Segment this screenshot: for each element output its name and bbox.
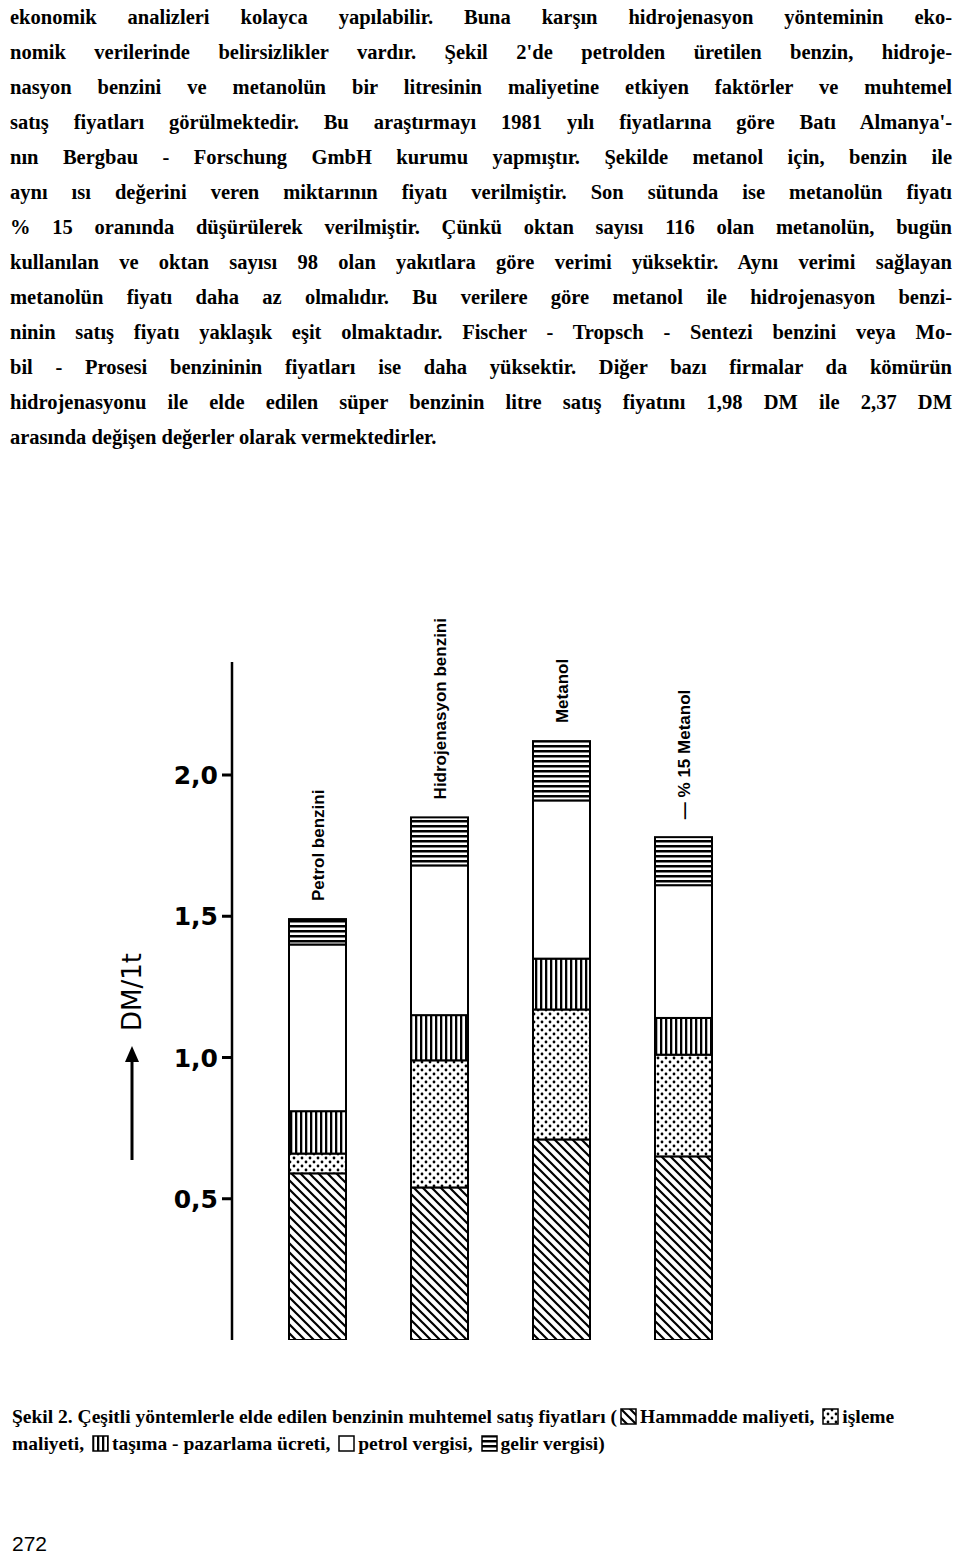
legend-swatch xyxy=(481,1435,498,1452)
bar-segment xyxy=(411,1015,468,1060)
bar-segment xyxy=(289,919,346,944)
separator: , xyxy=(810,1406,820,1427)
text-line: arasında değişen değerler olarak vermekt… xyxy=(10,420,952,455)
legend-swatch xyxy=(338,1435,355,1452)
bar-segment xyxy=(411,865,468,1015)
legend-swatch xyxy=(620,1408,637,1425)
text-line: metanolün fiyatı daha az olmalıdır. Bu v… xyxy=(10,280,952,315)
separator: , xyxy=(79,1433,89,1454)
bar-segment xyxy=(655,837,712,885)
text-line: hidrojenasyonu ile elde edilen süper ben… xyxy=(10,385,952,420)
bar-segment xyxy=(533,1139,590,1340)
text-line: nın Bergbau - Forschung GmbH kurumu yapm… xyxy=(10,140,952,175)
tick-label: 1,5 xyxy=(174,902,218,931)
legend-swatch xyxy=(92,1435,109,1452)
bar-segment xyxy=(289,1111,346,1153)
axis-arrow-head xyxy=(125,1046,139,1062)
legend-label: petrol vergisi xyxy=(358,1433,468,1454)
separator: , xyxy=(468,1433,478,1454)
text-line: nasyon benzini ve metanolün bir litresin… xyxy=(10,70,952,105)
separator: , xyxy=(325,1433,335,1454)
y-axis xyxy=(231,662,234,1340)
text-line: kullanılan ve oktan sayısı 98 olan yakıt… xyxy=(10,245,952,280)
page-number: 272 xyxy=(12,1532,47,1556)
caption: Şekil 2. Çeşitli yöntemlerle elde edilen… xyxy=(12,1403,957,1457)
text-line: satış fiyatları görülmektedir. Bu araştı… xyxy=(10,105,952,140)
bar-segment xyxy=(289,1154,346,1174)
caption-text: ) xyxy=(598,1433,605,1454)
tick-mark xyxy=(222,915,232,918)
category-label: Metanol xyxy=(553,659,572,723)
tick-label: 0,5 xyxy=(174,1185,218,1214)
tick-mark xyxy=(222,1197,232,1200)
text-line: ekonomik analizleri kolayca yapılabilir.… xyxy=(10,0,952,35)
text-line: bil - Prosesi benzininin fiyatları ise d… xyxy=(10,350,952,385)
axis-arrow xyxy=(131,1058,134,1160)
bar-segment xyxy=(411,1060,468,1187)
bar-segment xyxy=(533,1009,590,1139)
category-label: Hidrojenasyon benzini xyxy=(431,618,450,799)
text-line: nomik verilerinde belirsizlikler vardır.… xyxy=(10,35,952,70)
text-line: % 15 oranında düşürülerek verilmiştir. Ç… xyxy=(10,210,952,245)
bar-segment xyxy=(289,945,346,1112)
bar-segment xyxy=(289,1173,346,1340)
bar-segment xyxy=(533,800,590,958)
category-label: — % 15 Metanol xyxy=(675,690,694,819)
bar-segment xyxy=(411,817,468,865)
tick-label: 1,0 xyxy=(174,1044,218,1073)
chart: 0,5 1,0 1,5 2,0 DM/1t Petrol benzini Hidrojena… xyxy=(0,0,960,1400)
text-line: ninin satış fiyatı yaklaşık eşit olmakta… xyxy=(10,315,952,350)
bar-segment xyxy=(533,959,590,1010)
bar-segment xyxy=(655,885,712,1018)
bar-segment xyxy=(411,1187,468,1340)
tick-mark xyxy=(222,774,232,777)
category-label: Petrol benzini xyxy=(309,790,328,901)
bars xyxy=(289,741,712,1340)
bar-segment xyxy=(655,1018,712,1055)
category-labels: Petrol benzini Hidrojenasyon benzini Metan… xyxy=(309,618,694,901)
legend-label: gelir vergisi xyxy=(501,1433,599,1454)
caption-text: Şekil 2. Çeşitli yöntemlerle elde edilen… xyxy=(12,1406,617,1427)
legend-swatch xyxy=(822,1408,839,1425)
bar-segment xyxy=(533,741,590,800)
text-line: aynı ısı değerini veren miktarının fiyat… xyxy=(10,175,952,210)
tick-mark xyxy=(222,1056,232,1059)
paragraph: ekonomik analizleri kolayca yapılabilir.… xyxy=(10,0,952,455)
bar-segment xyxy=(655,1055,712,1157)
bar-segment xyxy=(655,1156,712,1340)
legend-label: taşıma - pazarlama ücreti xyxy=(112,1433,326,1454)
axis-label: DM/1t xyxy=(117,953,147,1031)
tick-label: 2,0 xyxy=(174,761,218,790)
legend-label: Hammadde maliyeti xyxy=(640,1406,810,1427)
